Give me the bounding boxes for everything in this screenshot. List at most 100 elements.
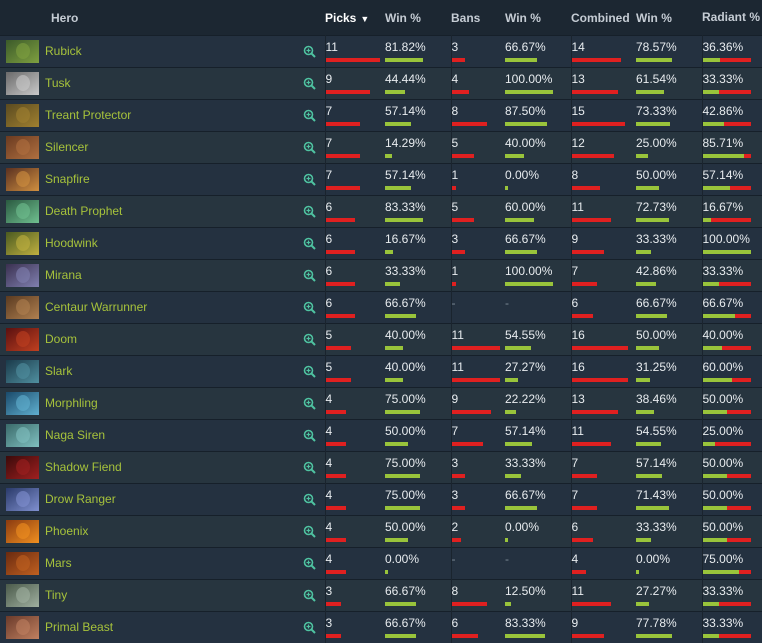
zoom-in-icon[interactable] [303,365,316,378]
zoom-in-icon[interactable] [303,621,316,634]
hero-name-link[interactable]: Snapfire [45,172,303,186]
header-ban-win[interactable]: Win % [505,0,571,36]
morphling-portrait [6,392,39,415]
cell-pick-win: 57.14% [385,168,451,182]
bar-picks [326,154,360,158]
zoom-in-icon[interactable] [303,45,316,58]
hero-name-link[interactable]: Hoodwink [45,236,303,250]
dire-bar-part [735,314,751,318]
cell-bans: 3 [452,40,506,54]
cell-ban-win: 87.50% [505,104,571,118]
cell-ban-win: 40.00% [505,136,571,150]
zoom-in-icon[interactable] [303,333,316,346]
bar-combined [572,602,611,606]
bar-combined [572,58,621,62]
cell-ban-win: 12.50% [505,584,571,598]
zoom-in-icon[interactable] [303,557,316,570]
cell-radiant: 50.00% [703,456,762,470]
zoom-in-icon[interactable] [303,525,316,538]
header-bans[interactable]: Bans [451,0,505,36]
cell-combined: 11 [572,584,637,598]
zoom-in-icon[interactable] [303,109,316,122]
header-pick-win[interactable]: Win % [385,0,451,36]
header-radiant[interactable]: Radiant % [702,0,762,36]
cell-radiant: 33.33% [703,616,762,630]
zoom-in-icon[interactable] [303,269,316,282]
zoom-in-icon[interactable] [303,205,316,218]
bar-combined-win [636,506,669,510]
header-combined-win[interactable]: Win % [636,0,702,36]
cell-pick-win: 75.00% [385,392,451,406]
hero-name-link[interactable]: Mars [45,556,303,570]
zoom-in-icon[interactable] [303,77,316,90]
cell-radiant: 16.67% [703,200,762,214]
hero-name-link[interactable]: Shadow Fiend [45,460,303,474]
cell-picks: 6 [326,296,386,310]
hero-name-link[interactable]: Slark [45,364,303,378]
hero-name-link[interactable]: Mirana [45,268,303,282]
hero-name-link[interactable]: Primal Beast [45,620,303,634]
dire-bar-part [739,570,751,574]
bar-bans [452,186,456,190]
header-combined[interactable]: Combined [571,0,636,36]
hero-name-link[interactable]: Treant Protector [45,108,303,122]
hero-name-link[interactable]: Doom [45,332,303,346]
zoom-in-icon[interactable] [303,173,316,186]
hero-name-link[interactable]: Drow Ranger [45,492,303,506]
hero-name-link[interactable]: Death Prophet [45,204,303,218]
zoom-in-icon[interactable] [303,397,316,410]
cell-bans: - [452,296,506,310]
header-hero[interactable]: Hero [45,0,303,36]
hero-name-link[interactable]: Morphling [45,396,303,410]
cell-picks: 5 [326,328,386,342]
hero-name-link[interactable]: Phoenix [45,524,303,538]
zoom-in-icon[interactable] [303,493,316,506]
dire-bar-part [732,378,751,382]
cell-combined-win: 71.43% [636,488,702,502]
zoom-in-icon[interactable] [303,589,316,602]
bar-picks [326,250,355,254]
cell-bans: 5 [452,136,506,150]
hero-name-link[interactable]: Silencer [45,140,303,154]
bar-picks [326,90,370,94]
bar-combined [572,506,597,510]
cell-picks: 4 [326,392,386,406]
hero-name-link[interactable]: Rubick [45,44,303,58]
hero-name-link[interactable]: Tusk [45,76,303,90]
hero-name-link[interactable]: Centaur Warrunner [45,300,303,314]
zoom-in-icon[interactable] [303,237,316,250]
header-picks-label: Picks [325,11,356,25]
bar-pick-win [385,602,416,606]
zoom-in-icon[interactable] [303,429,316,442]
zoom-in-icon[interactable] [303,141,316,154]
zoom-in-icon[interactable] [303,461,316,474]
dire-bar-part [727,538,751,542]
zoom-in-icon[interactable] [303,301,316,314]
bar-combined [572,282,597,286]
hero-name-link[interactable]: Tiny [45,588,303,602]
hero-name-link[interactable]: Naga Siren [45,428,303,442]
cell-pick-win: 81.82% [385,40,451,54]
header-picks[interactable]: Picks▼ [325,0,385,36]
dire-bar-part [727,410,751,414]
cell-ban-win: 54.55% [505,328,571,342]
